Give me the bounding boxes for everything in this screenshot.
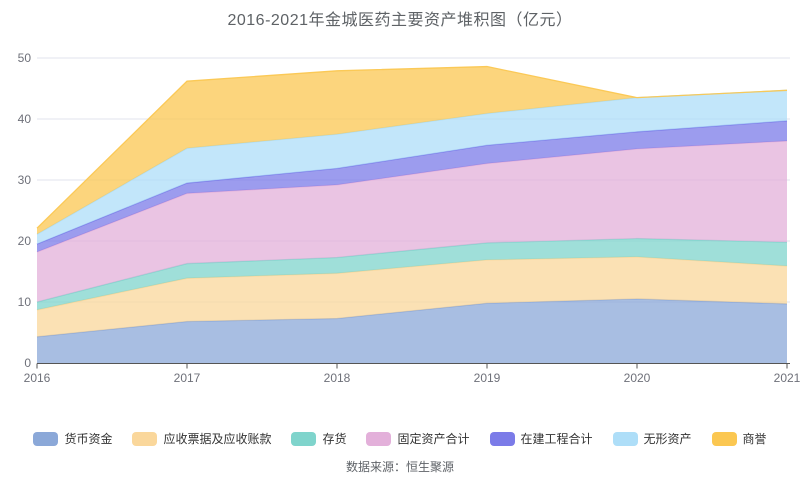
x-axis-label-2019: 2019 [474, 371, 501, 385]
legend-item-0[interactable]: 货币资金 [33, 430, 112, 447]
area-series-3[interactable] [37, 140, 787, 302]
legend-label: 固定资产合计 [397, 432, 470, 446]
y-axis-label-10: 10 [18, 295, 32, 309]
legend-item-5[interactable]: 无形资产 [612, 430, 692, 447]
legend-label: 商誉 [742, 432, 767, 446]
legend-label: 存货 [322, 432, 347, 446]
chart-title: 2016-2021年金城医药主要资产堆积图（亿元） [227, 12, 573, 29]
line-series-6 [36, 65, 788, 229]
chart-legend: 货币资金 应收票据及应收账款 存货 固定资产合计 在建工程合计 无形资产 商誉 [0, 430, 800, 447]
legend-swatch-icon [366, 431, 392, 446]
stacked-area-chart[interactable]: 2016 2017 2018 2019 2020 2021 0 10 20 30 40 50 [0, 0, 800, 400]
legend-label: 在建工程合计 [520, 432, 593, 446]
y-axis-label-30: 30 [18, 173, 32, 187]
legend-swatch-icon [612, 431, 638, 446]
area-series-1[interactable] [37, 256, 787, 337]
y-axis-label-40: 40 [18, 112, 32, 126]
x-axis-label-2020: 2020 [624, 371, 651, 385]
legend-item-6[interactable]: 商誉 [711, 430, 767, 447]
area-series-5[interactable] [37, 90, 787, 245]
area-series-0[interactable] [37, 298, 787, 363]
legend-swatch-icon [33, 431, 59, 446]
y-axis-label-50: 50 [18, 51, 32, 65]
x-axis-label-2021: 2021 [774, 371, 800, 385]
legend-label: 无形资产 [643, 432, 692, 446]
area-series-4[interactable] [37, 120, 787, 252]
legend-item-2[interactable]: 存货 [291, 430, 346, 447]
legend-item-1[interactable]: 应收票据及应收账款 [132, 430, 271, 447]
legend-item-4[interactable]: 在建工程合计 [489, 430, 593, 447]
x-axis-label-2016: 2016 [24, 371, 51, 385]
legend-swatch-icon [291, 431, 317, 446]
legend-swatch-icon [711, 431, 737, 446]
legend-label: 货币资金 [64, 432, 113, 446]
x-axis-label-2018: 2018 [324, 371, 351, 385]
legend-swatch-icon [132, 431, 158, 446]
y-axis-label-20: 20 [18, 234, 32, 248]
legend-label: 应收票据及应收账款 [163, 432, 272, 446]
area-series-6[interactable] [37, 66, 787, 235]
data-source-note: 数据来源：恒生聚源 [345, 460, 454, 474]
legend-swatch-icon [489, 431, 515, 446]
y-axis-label-0: 0 [24, 356, 31, 370]
x-axis-label-2017: 2017 [174, 371, 201, 385]
legend-item-3[interactable]: 固定资产合计 [366, 430, 470, 447]
area-series-2[interactable] [37, 238, 787, 310]
